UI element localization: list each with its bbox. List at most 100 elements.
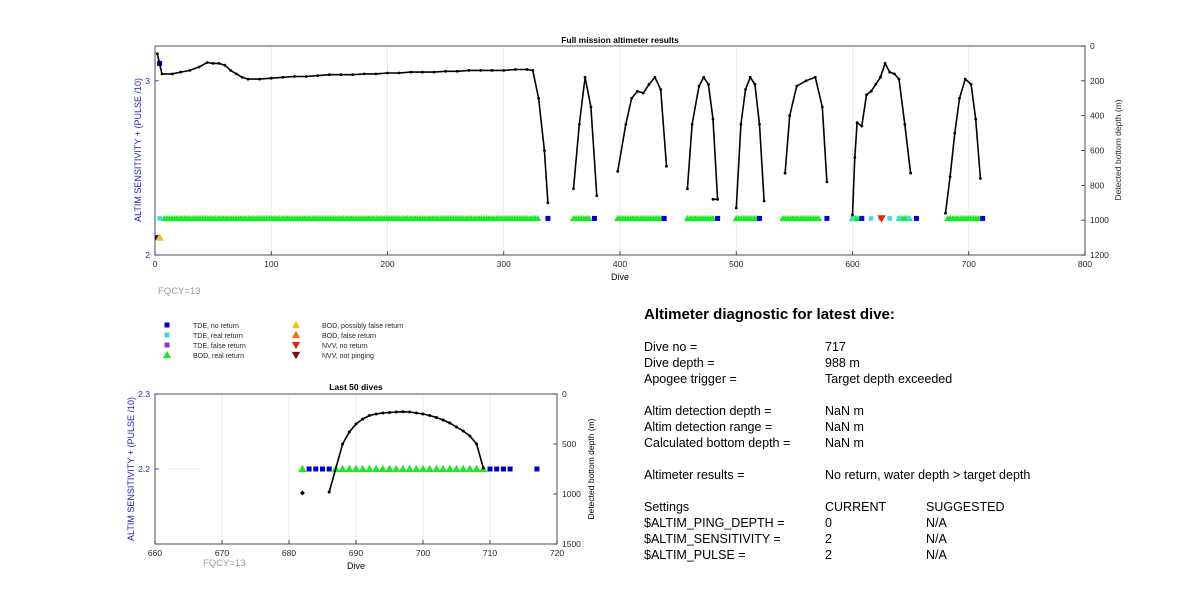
apogee-trigger-value: Target depth exceeded (825, 372, 953, 386)
x-tick-label: 200 (380, 259, 394, 269)
depth-point (514, 68, 517, 71)
bod-real-return-marker (418, 464, 428, 473)
tde-no-return-marker (591, 215, 597, 221)
tde-no-return-marker (320, 466, 325, 472)
depth-point (347, 430, 351, 434)
depth-point (690, 123, 694, 126)
tde-real-return-marker (850, 216, 855, 221)
x-tick-label: 300 (497, 259, 511, 269)
x-tick-label: 700 (416, 548, 430, 558)
y-right-tick-label: 0 (1090, 41, 1095, 51)
depth-point (595, 194, 599, 198)
tde-no-return-marker (859, 215, 865, 221)
depth-point (707, 82, 710, 86)
tde-no-return-marker (661, 215, 667, 221)
pulse-row: $ALTIM_PULSE = 2 N/A (644, 547, 947, 563)
depth-point (748, 75, 752, 79)
sensitivity-suggested: N/A (926, 532, 947, 546)
bod-real-return-marker (445, 464, 454, 473)
dive-no-label: Dive no = (644, 340, 698, 354)
bod-real-return-marker (338, 464, 347, 473)
depth-point (697, 84, 701, 88)
suggested-header: SUGGESTED (926, 500, 1005, 514)
y-right-tick-label: 1500 (562, 539, 581, 549)
settings-header-row: Settings CURRENT SUGGESTED (644, 499, 1005, 515)
pulse-suggested: N/A (926, 548, 947, 562)
depth-point (408, 410, 412, 414)
altim-detection-range-value: NaN m (825, 420, 864, 434)
depth-point (788, 114, 792, 118)
depth-point (979, 177, 982, 180)
tde-real-return-marker (887, 216, 892, 221)
depth-point (361, 417, 365, 421)
calculated-bottom-depth-row: Calculated bottom depth = NaN m (644, 435, 895, 451)
depth-point (820, 105, 824, 109)
depth-point (434, 416, 438, 419)
depth-point (869, 89, 873, 93)
tde-real-return-marker (157, 216, 162, 221)
y-left-tick-label: 2.2 (138, 464, 150, 474)
bod-real-return-marker (425, 464, 434, 473)
depth-point (490, 69, 494, 72)
bod-real-return-marker (534, 214, 542, 222)
depth-point (589, 105, 593, 109)
altimeter-results-row: Altimeter results = No return, water dep… (644, 467, 1030, 483)
depth-point (909, 171, 912, 175)
legend-marker (162, 350, 172, 359)
depth-point (739, 123, 743, 126)
depth-point (281, 75, 285, 79)
depth-point (883, 62, 887, 65)
chart-title: Last 50 dives (329, 382, 383, 392)
depth-point (293, 75, 296, 78)
bod-real-return-marker (378, 464, 387, 473)
tde-real-return-marker (896, 216, 902, 221)
depth-point (386, 71, 389, 75)
legend-label: TDE, false return (193, 343, 246, 350)
depth-point (753, 82, 757, 86)
depth-point (616, 170, 620, 173)
tde-real-return-marker (906, 216, 911, 221)
depth-line (328, 410, 485, 493)
y-right-tick-label: 600 (1090, 146, 1104, 156)
depth-point (537, 96, 540, 100)
depth-line (735, 75, 765, 209)
depth-point (744, 88, 747, 91)
depth-point (783, 171, 787, 175)
depth-point (240, 75, 244, 79)
bod-real-return-marker (452, 464, 461, 473)
depth-point (874, 82, 878, 86)
bod-real-return-marker (371, 464, 381, 473)
tde-no-return-marker (534, 466, 540, 472)
depth-point (304, 75, 308, 78)
depth-point (974, 117, 978, 121)
depth-point (374, 412, 378, 416)
depth-point (479, 69, 482, 72)
y-left-tick-label: 2 (145, 250, 150, 260)
bod-real-return-marker (385, 464, 394, 473)
depth-line (784, 76, 828, 182)
depth-point (525, 68, 529, 71)
tde-no-return-marker (487, 466, 493, 472)
depth-point (409, 70, 413, 74)
depth-point (546, 201, 550, 205)
depth-point (455, 69, 459, 73)
depth-point (647, 82, 651, 86)
fqcy-annotation: FQCY=13 (203, 558, 246, 569)
apogee-trigger-label: Apogee trigger = (644, 372, 737, 386)
bod-possibly-false-marker (155, 233, 164, 241)
y-right-tick-label: 400 (1090, 111, 1104, 121)
bod-real-return-marker (392, 464, 401, 473)
depth-point (969, 82, 973, 86)
ping-depth-suggested: N/A (926, 516, 947, 530)
depth-point (893, 72, 896, 76)
depth-point (160, 72, 164, 76)
depth-point (414, 411, 418, 415)
calculated-bottom-depth-value: NaN m (825, 436, 864, 450)
x-tick-label: 500 (729, 259, 743, 269)
y-right-tick-label: 500 (562, 439, 576, 449)
y-left-axis-label: ALTIM SENSITIVITY + (PULSE /10) (126, 397, 136, 541)
depth-point (229, 69, 233, 72)
tde-no-return-marker (913, 215, 919, 221)
depth-point (467, 69, 471, 72)
